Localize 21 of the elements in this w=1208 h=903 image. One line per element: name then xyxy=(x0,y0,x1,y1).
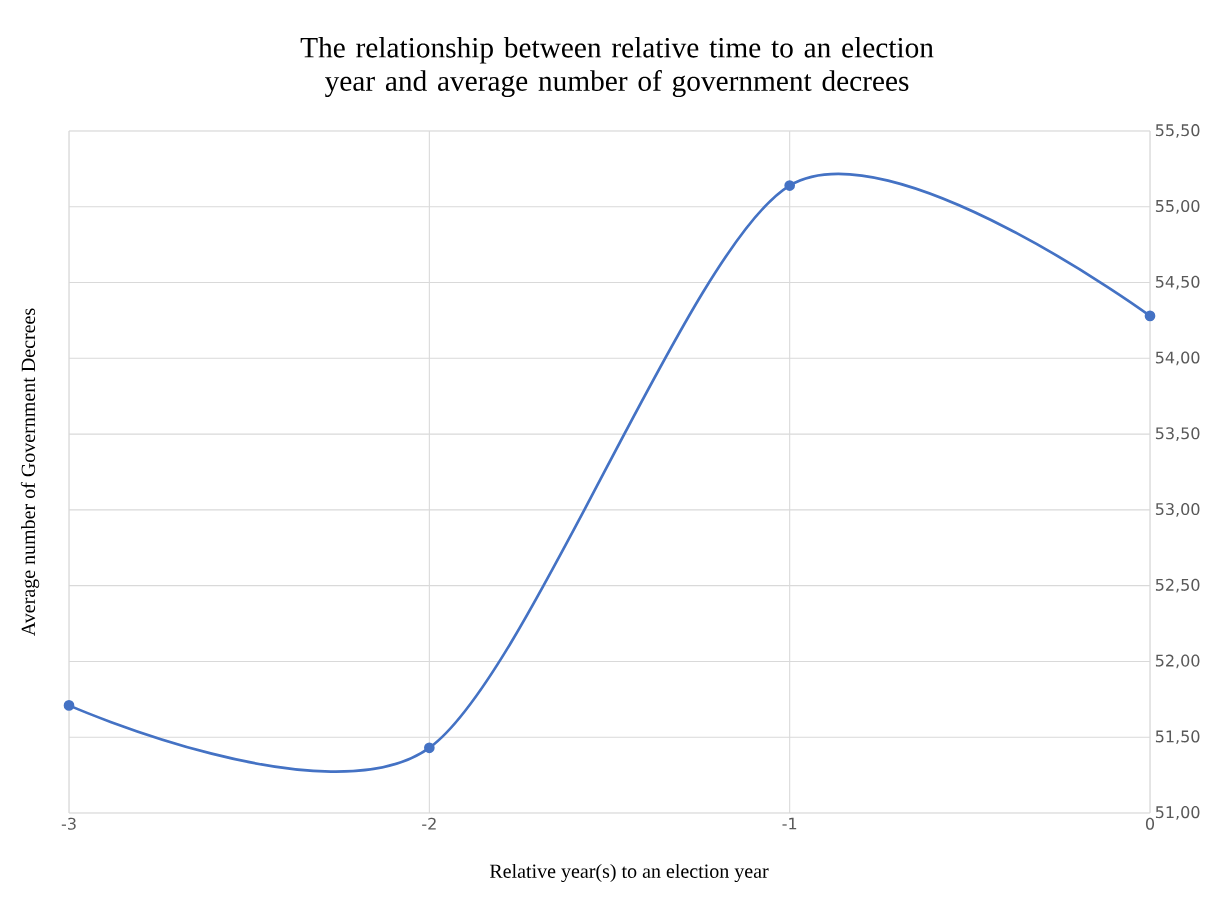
point xyxy=(784,180,796,191)
y-tick-label: 52,50 xyxy=(1155,578,1200,593)
x-tick-label: -2 xyxy=(422,817,436,830)
y-tick-label: 52,00 xyxy=(1155,654,1200,669)
y-tick-label: 53,00 xyxy=(1155,503,1200,517)
point xyxy=(63,700,75,711)
x-tick-label: 0 xyxy=(1145,817,1155,830)
chart-title: The relationship between relative time to an election year and average number of government decrees xyxy=(300,36,934,97)
y-tick-label: 51,00 xyxy=(1155,806,1200,820)
y-tick-label: 55,00 xyxy=(1155,199,1200,214)
x-axis-title: Relative year(s) to an election year xyxy=(489,863,769,883)
x-tick-label: -1 xyxy=(782,817,797,830)
x-tick-label: -3 xyxy=(61,817,76,830)
y-tick-label: 54,00 xyxy=(1155,351,1200,366)
y-tick-label: 51,50 xyxy=(1155,730,1200,745)
y-tick-label: 54,50 xyxy=(1155,275,1200,290)
y-tick-label: 55,50 xyxy=(1155,124,1200,138)
y-tick-label: 53,50 xyxy=(1155,427,1200,441)
point xyxy=(1144,310,1156,322)
point xyxy=(424,742,435,754)
y-axis-title: Average number of Government Decrees xyxy=(20,308,40,636)
